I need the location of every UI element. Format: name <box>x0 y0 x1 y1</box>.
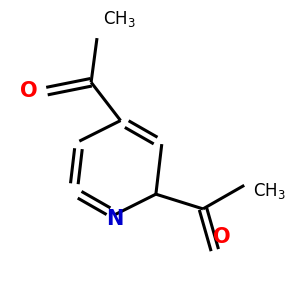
Text: CH$_3$: CH$_3$ <box>253 181 286 201</box>
Text: N: N <box>106 209 123 229</box>
Text: O: O <box>20 81 38 101</box>
Text: O: O <box>213 227 231 247</box>
Text: CH$_3$: CH$_3$ <box>103 9 136 29</box>
